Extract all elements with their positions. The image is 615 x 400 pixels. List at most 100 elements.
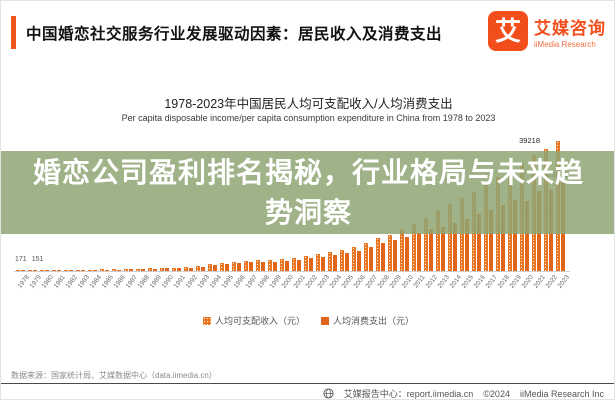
value-label-1978-consumption: 151 (31, 256, 44, 263)
x-tick-label: 2005 (340, 274, 355, 290)
x-tick-label: 1995 (220, 274, 235, 290)
bar-income-2014 (447, 204, 452, 271)
bar-consumption-2019 (512, 200, 517, 271)
bar-consumption-2009 (392, 240, 397, 271)
bar-pair (434, 141, 446, 271)
bar-pair (110, 141, 122, 271)
x-tick-label: 2000 (280, 274, 295, 290)
bar-consumption-2004 (332, 255, 337, 271)
bar-income-1984 (87, 270, 92, 271)
bar-consumption-2014 (452, 223, 457, 271)
bar-group-2013: 2013 (434, 141, 451, 297)
data-source-note: 数据来源：国家统计局、艾媒数据中心（data.iimedia.cn） (11, 371, 217, 380)
bar-income-2003 (315, 254, 320, 271)
bar-income-2012 (423, 218, 428, 271)
legend-label-income: 人均可支配收入（元） (214, 316, 305, 326)
bar-group-2008: 2008 (374, 141, 391, 297)
x-tick-label: 2009 (388, 274, 403, 290)
bar-group-1986: 1986 (110, 141, 127, 297)
bar-consumption-2001 (296, 260, 301, 271)
bar-income-2013 (435, 210, 440, 271)
bar-pair (170, 141, 182, 271)
first-year-value-labels: 171 151 (15, 256, 48, 263)
bar-income-2010 (399, 229, 404, 271)
bar-group-2002: 2002 (302, 141, 319, 297)
x-tick-label: 2020 (520, 274, 535, 290)
x-tick-label: 2012 (424, 274, 439, 290)
bar-pair (266, 141, 278, 271)
x-tick-label: 1981 (52, 274, 67, 290)
chart-title: 1978-2023年中国居民人均可支配收入/人均消费支出 (164, 97, 453, 111)
bar-income-2005 (339, 250, 344, 271)
bar-group-1985: 1985 (98, 141, 115, 297)
bar-group-2006: 2006 (350, 141, 367, 297)
x-tick-label: 1999 (268, 274, 283, 290)
bar-group-2007: 2007 (362, 141, 379, 297)
x-tick-label: 2007 (364, 274, 379, 290)
x-tick-label: 2022 (544, 274, 559, 290)
bar-group-2014: 2014 (446, 141, 463, 297)
bar-group-1992: 1992 (182, 141, 199, 297)
bar-consumption-1985 (104, 270, 109, 271)
x-tick-label: 1992 (184, 274, 199, 290)
x-tick-label: 2006 (352, 274, 367, 290)
bar-pair (50, 141, 62, 271)
bar-group-1997: 1997 (242, 141, 259, 297)
x-tick-label: 2023 (556, 274, 571, 290)
headline-text: 婚恋公司盈利排名揭秘，行业格局与未来趋势洞察 (32, 157, 584, 228)
bar-income-1979 (27, 270, 32, 271)
bar-group-2003: 2003 (314, 141, 331, 297)
bar-group-2011: 2011 (410, 141, 427, 297)
bar-group-2001: 2001 (290, 141, 307, 297)
bar-group-2010: 2010 (398, 141, 415, 297)
bar-group-1978: 1978 (14, 141, 31, 297)
footer-company: iiMedia Research Inc (519, 388, 604, 399)
bar-consumption-2000 (284, 261, 289, 271)
bar-pair (74, 141, 86, 271)
x-tick-label: 1985 (100, 274, 115, 290)
footer-divider (1, 383, 614, 384)
bar-pair (98, 141, 110, 271)
x-tick-label: 2019 (508, 274, 523, 290)
bar-consumption-1995 (224, 264, 229, 271)
globe-icon (323, 388, 334, 399)
bar-consumption-1979 (32, 270, 37, 271)
bar-income-1997 (243, 261, 248, 271)
logo-name-en: iiMedia Research (534, 39, 596, 49)
bar-income-1993 (195, 266, 200, 271)
bar-group-1996: 1996 (230, 141, 247, 297)
bar-group-1987: 1987 (122, 141, 139, 297)
bar-consumption-1993 (200, 267, 205, 271)
bar-group-1988: 1988 (134, 141, 151, 297)
bar-consumption-1991 (176, 268, 181, 271)
bar-consumption-2008 (380, 243, 385, 271)
bar-group-1979: 1979 (26, 141, 43, 297)
x-tick-label: 2013 (436, 274, 451, 290)
bar-income-1992 (183, 267, 188, 271)
legend-item-consumption: 人均消费支出（元） (321, 314, 414, 327)
bar-group-2009: 2009 (386, 141, 403, 297)
bar-income-2006 (351, 247, 356, 271)
bar-income-2009 (387, 235, 392, 271)
x-tick-label: 1989 (148, 274, 163, 290)
title-accent-bar (11, 16, 16, 49)
bar-pair (254, 141, 266, 271)
x-tick-label: 2010 (400, 274, 415, 290)
bar-income-2011 (411, 224, 416, 271)
bar-income-1983 (75, 270, 80, 271)
bar-group-1980: 1980 (38, 141, 55, 297)
bar-group-2005: 2005 (338, 141, 355, 297)
bar-pair (182, 141, 194, 271)
x-tick-label: 1984 (88, 274, 103, 290)
bar-consumption-2006 (356, 251, 361, 271)
bar-consumption-1981 (56, 270, 61, 271)
bar-pair (122, 141, 134, 271)
bar-consumption-2016 (476, 214, 481, 271)
legend-label-consumption: 人均消费支出（元） (333, 316, 415, 326)
bar-pair (422, 141, 434, 271)
bar-pair (194, 141, 206, 271)
bar-income-2015 (459, 198, 464, 271)
bar-consumption-2011 (416, 233, 421, 271)
bar-income-1998 (255, 260, 260, 271)
